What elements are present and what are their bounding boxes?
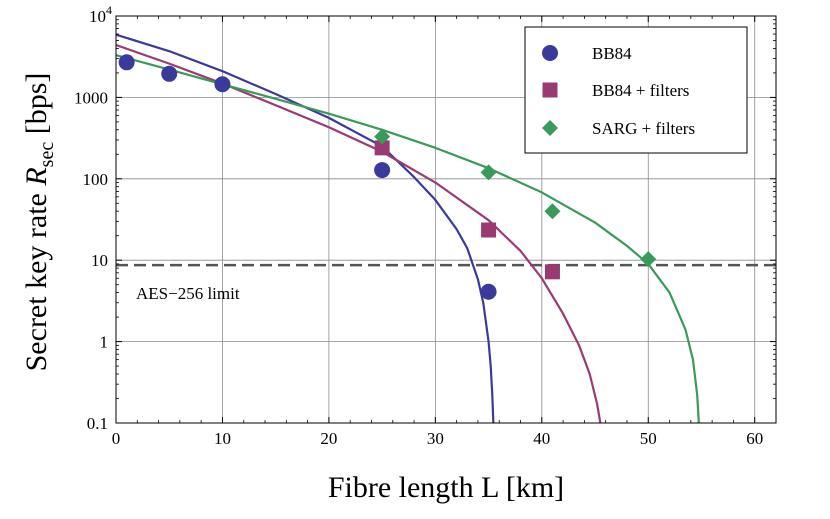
data-point-diamond bbox=[544, 203, 561, 220]
y-axis-title: Secret key rate Rsec [bps] bbox=[20, 73, 58, 372]
legend: BB84 BB84 + filters SARG + filters bbox=[524, 26, 748, 154]
data-point-circle bbox=[480, 283, 497, 300]
y-tick-label: 10 bbox=[91, 251, 108, 270]
data-points bbox=[118, 54, 657, 300]
aes-limit-label: AES−256 limit bbox=[136, 284, 240, 303]
x-tick-label: 50 bbox=[640, 429, 657, 448]
series-curve-2 bbox=[115, 54, 700, 424]
data-point-diamond bbox=[480, 164, 497, 181]
plot-frame bbox=[115, 15, 777, 424]
tick-labels: 0 10 20 30 40 50 60 0.1 1 10 100 1000 104 bbox=[74, 3, 763, 448]
legend-marker-diamond bbox=[542, 120, 558, 136]
x-tick-label: 30 bbox=[427, 429, 444, 448]
y-tick-label: 100 bbox=[83, 170, 109, 189]
data-point-diamond bbox=[640, 251, 657, 268]
x-tick-label: 20 bbox=[320, 429, 337, 448]
legend-label-bb84: BB84 bbox=[592, 44, 632, 63]
data-point-circle bbox=[161, 65, 178, 82]
ticks bbox=[115, 15, 777, 424]
x-tick-label: 10 bbox=[214, 429, 231, 448]
legend-box bbox=[524, 26, 748, 154]
data-point-square bbox=[544, 264, 560, 280]
series-curve-0 bbox=[115, 33, 495, 424]
data-point-circle bbox=[374, 162, 391, 179]
x-tick-label: 60 bbox=[746, 429, 763, 448]
legend-marker-square bbox=[542, 82, 558, 98]
data-point-diamond bbox=[374, 128, 391, 145]
data-point-square bbox=[481, 222, 497, 238]
y-axis-title-var: R bbox=[20, 167, 53, 186]
x-tick-label: 40 bbox=[533, 429, 550, 448]
legend-label-bb84-filters: BB84 + filters bbox=[592, 81, 689, 100]
data-point-circle bbox=[118, 54, 135, 71]
y-tick-label: 1000 bbox=[74, 88, 108, 107]
legend-label-sarg-filters: SARG + filters bbox=[592, 119, 695, 138]
data-point-square bbox=[374, 140, 390, 156]
legend-marker-circle bbox=[542, 45, 558, 61]
x-tick-label: 0 bbox=[112, 429, 121, 448]
y-axis-title-unit: [bps] bbox=[20, 73, 53, 142]
y-tick-label: 1 bbox=[100, 333, 109, 352]
y-axis-title-main: Secret key rate bbox=[20, 186, 53, 372]
y-tick-label: 104 bbox=[89, 3, 112, 26]
legend-markers bbox=[542, 45, 558, 136]
y-axis-title-sub: sec bbox=[36, 142, 58, 168]
curves bbox=[115, 33, 700, 424]
series-curve-1 bbox=[115, 43, 602, 424]
x-axis-title: Fibre length L [km] bbox=[328, 471, 564, 504]
data-point-circle bbox=[214, 76, 231, 93]
y-tick-label: 0.1 bbox=[87, 414, 108, 433]
